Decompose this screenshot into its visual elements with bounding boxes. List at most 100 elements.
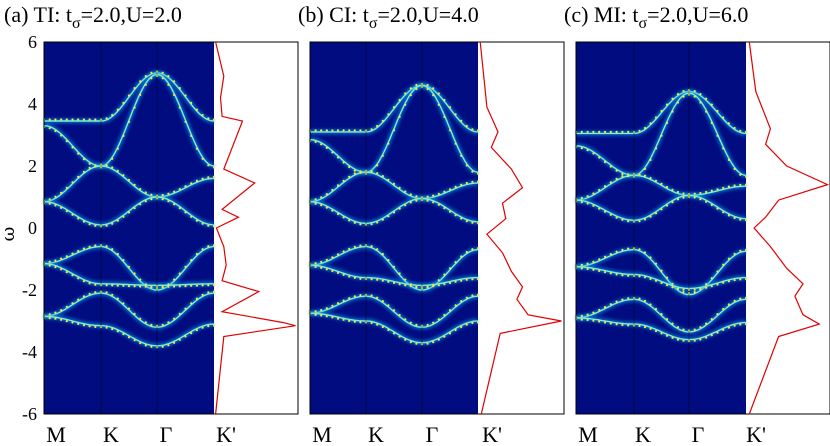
band-dot	[336, 302, 340, 305]
band-dot	[586, 149, 589, 152]
band-line	[576, 92, 747, 177]
band-dot	[404, 204, 407, 207]
band-dot	[643, 326, 647, 329]
band-dot	[353, 320, 356, 323]
band-dot	[710, 103, 713, 106]
band-dot	[660, 208, 663, 211]
band-dot	[336, 184, 340, 187]
band-dot	[705, 200, 708, 203]
band-dot	[722, 186, 725, 189]
band-dot	[65, 305, 68, 308]
band-dot	[598, 258, 601, 261]
band-dot	[195, 297, 198, 300]
band-dot	[201, 222, 204, 225]
band-dot	[710, 334, 713, 337]
band-dot	[716, 313, 719, 316]
band-dot	[116, 108, 119, 111]
band-dot	[443, 283, 446, 286]
band-dot	[609, 165, 612, 168]
band-dot	[443, 190, 446, 193]
band-dot	[314, 310, 317, 313]
band-dot	[609, 253, 612, 256]
band-dot	[627, 175, 630, 178]
y-tick-labels: 6 4 2 0 -2 -4 -6	[22, 32, 37, 424]
band-dot	[161, 198, 164, 201]
band-dot	[48, 202, 51, 205]
band-dot	[727, 214, 731, 217]
band-dot	[325, 315, 328, 318]
band-dot	[122, 134, 125, 137]
band-dot	[643, 251, 647, 254]
k-label-k: K	[103, 422, 119, 446]
band-line	[576, 317, 746, 341]
band-dot	[409, 201, 412, 204]
band-dot	[370, 128, 373, 131]
band-dot	[682, 339, 685, 342]
band-dot	[392, 129, 396, 132]
band-dot	[331, 316, 334, 319]
band-dot	[342, 273, 345, 276]
band-dot	[465, 181, 468, 185]
panel-title-main: (a) TI: t	[4, 2, 72, 27]
band-dot	[336, 212, 340, 216]
band-dot	[348, 275, 351, 278]
band-dot	[381, 218, 384, 221]
band-dot	[693, 90, 696, 93]
band-dot	[82, 324, 85, 327]
band-dot	[133, 183, 136, 186]
band-dot	[127, 285, 131, 288]
y-tick-label: 6	[28, 32, 37, 52]
band-dot	[471, 221, 474, 224]
band-line	[310, 84, 479, 133]
band-dot	[586, 318, 589, 322]
band-dot	[105, 164, 108, 167]
band-dot	[201, 248, 204, 251]
band-dot	[94, 291, 97, 294]
band-dot	[426, 342, 429, 345]
band-dot	[71, 302, 74, 305]
panel-title-rest: =2.0,U=4.0	[378, 2, 479, 27]
band-dot	[116, 169, 119, 172]
band-dot	[476, 222, 480, 225]
band-line	[44, 292, 215, 328]
band-dot	[649, 327, 652, 330]
band-dot	[65, 118, 68, 121]
band-dot	[139, 317, 142, 320]
band-dot	[609, 181, 612, 184]
band-dot	[682, 192, 685, 195]
band-dot	[370, 245, 373, 248]
band-dot	[710, 121, 713, 125]
band-dot	[710, 285, 713, 288]
band-dot	[592, 268, 595, 271]
band-dot	[122, 101, 125, 104]
band-dot	[603, 271, 607, 274]
band-dot	[94, 283, 97, 286]
band-dot	[643, 276, 647, 279]
band-dot	[643, 218, 647, 221]
band-dot	[122, 333, 125, 336]
band-dot	[398, 313, 401, 317]
band-dot	[443, 115, 446, 118]
band-dot	[603, 161, 607, 164]
band-dot	[392, 309, 396, 312]
band-dot	[460, 217, 463, 220]
band-dot	[111, 328, 114, 331]
band-dot	[437, 192, 440, 195]
band-line	[576, 90, 747, 135]
band-dot	[404, 190, 407, 193]
band-dot	[88, 282, 91, 285]
band-dot	[638, 248, 641, 251]
band-dot	[71, 321, 74, 324]
band-dot	[682, 290, 685, 294]
band-line	[309, 171, 479, 203]
band-dot	[105, 291, 108, 294]
band-dot	[603, 255, 607, 258]
band-dot	[598, 156, 601, 159]
band-dot	[127, 211, 131, 214]
band-dot	[465, 296, 468, 299]
band-dot	[727, 158, 731, 161]
band-dot	[404, 92, 407, 95]
band-dot	[212, 324, 216, 327]
band-dot	[744, 323, 748, 326]
band-dot	[139, 188, 142, 191]
